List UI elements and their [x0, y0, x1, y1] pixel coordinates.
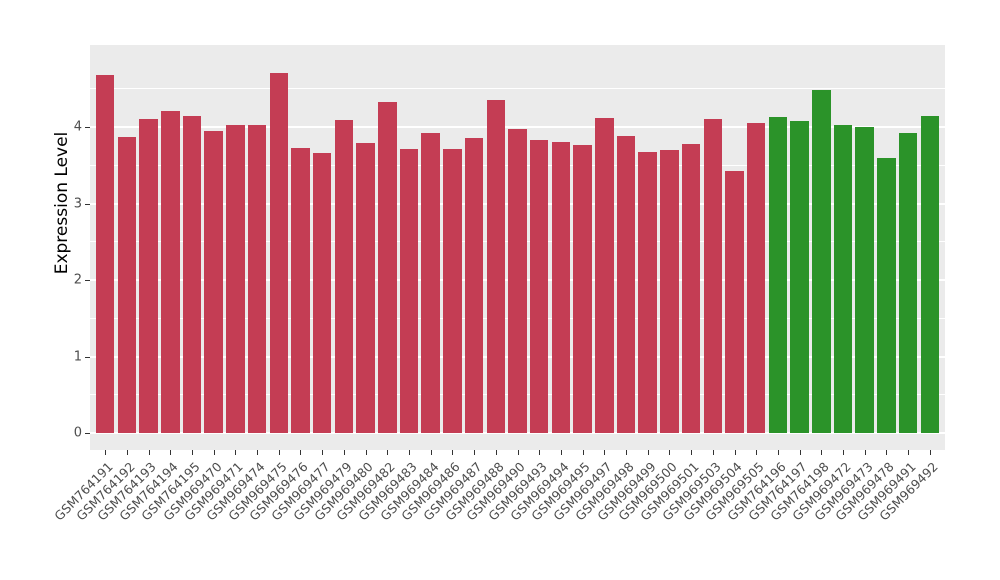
x-tick-mark — [257, 450, 259, 455]
x-tick-mark — [191, 450, 193, 455]
x-tick-mark — [343, 450, 345, 455]
bar — [877, 158, 896, 433]
x-tick-mark — [408, 450, 410, 455]
x-tick-mark — [669, 450, 671, 455]
bar — [161, 110, 180, 433]
x-tick-mark — [126, 450, 128, 455]
x-tick-mark — [712, 450, 714, 455]
bar — [638, 152, 657, 433]
x-tick-mark — [387, 450, 389, 455]
x-tick-mark — [843, 450, 844, 455]
bar — [182, 115, 202, 433]
bar — [595, 117, 614, 433]
bar — [117, 136, 137, 433]
bar — [247, 124, 267, 433]
x-tick-mark — [170, 450, 172, 455]
y-tick-label: 1 — [73, 349, 82, 364]
x-tick-mark — [929, 450, 931, 455]
bar — [681, 143, 701, 433]
bar — [898, 133, 918, 433]
x-tick-mark — [517, 450, 519, 455]
bar — [508, 128, 527, 433]
bar — [486, 100, 505, 433]
bar — [703, 119, 723, 433]
x-tick-mark — [474, 450, 476, 455]
bar — [139, 119, 158, 433]
x-tick-mark — [799, 450, 801, 455]
y-axis-title: Expression Level — [52, 131, 72, 274]
bar — [269, 72, 288, 433]
y-tick-label: 4 — [73, 119, 82, 135]
bar — [204, 130, 223, 433]
x-tick-mark — [647, 450, 649, 455]
bar — [660, 149, 679, 433]
bar — [378, 101, 397, 433]
x-tick-mark — [213, 450, 215, 455]
x-tick-mark — [864, 450, 866, 455]
bar — [616, 136, 636, 433]
bar — [421, 133, 440, 433]
x-tick-mark — [908, 450, 910, 455]
bar — [291, 147, 310, 433]
x-tick-mark — [235, 450, 237, 455]
bar — [226, 125, 245, 433]
x-tick-mark — [148, 450, 150, 455]
x-tick-mark — [626, 450, 627, 455]
x-tick-mark — [821, 450, 823, 455]
bar — [399, 149, 419, 433]
major-gridline — [90, 126, 945, 128]
bar — [812, 90, 831, 433]
bar — [833, 125, 853, 433]
bar — [790, 120, 809, 433]
bar — [920, 116, 940, 433]
x-tick-mark — [560, 450, 562, 455]
x-tick-mark — [734, 450, 736, 455]
y-tick-label: 0 — [73, 425, 82, 441]
major-gridline — [90, 432, 945, 434]
x-tick-mark — [278, 450, 280, 455]
y-tick-mark — [85, 356, 90, 358]
x-tick-mark — [756, 450, 758, 455]
y-tick-label: 2 — [73, 272, 82, 288]
x-tick-mark — [322, 450, 324, 455]
bar — [334, 120, 354, 433]
bar — [725, 170, 744, 433]
bar — [464, 137, 484, 433]
y-tick-mark — [85, 127, 90, 128]
bar — [356, 143, 375, 433]
bar — [312, 153, 332, 433]
bar — [443, 149, 462, 433]
x-tick-mark — [886, 450, 888, 455]
y-tick-mark — [85, 433, 90, 434]
y-tick-label: 3 — [73, 196, 82, 211]
bar — [746, 123, 766, 433]
bar — [573, 145, 592, 433]
x-tick-mark — [452, 450, 454, 455]
y-tick-mark — [85, 280, 90, 281]
bar — [855, 127, 874, 433]
x-tick-mark — [582, 450, 584, 455]
y-tick-mark — [85, 203, 90, 205]
x-tick-mark — [691, 450, 693, 455]
x-tick-mark — [539, 450, 541, 455]
x-tick-mark — [300, 450, 302, 455]
bar — [551, 142, 571, 433]
bar — [95, 74, 115, 433]
x-tick-mark — [365, 450, 367, 455]
x-tick-mark — [777, 450, 779, 455]
x-tick-mark — [105, 450, 107, 455]
x-tick-mark — [604, 450, 606, 455]
minor-gridline — [90, 88, 945, 90]
x-tick-mark — [495, 450, 497, 455]
bar — [768, 117, 788, 433]
x-tick-mark — [430, 450, 432, 455]
bar — [529, 140, 549, 433]
